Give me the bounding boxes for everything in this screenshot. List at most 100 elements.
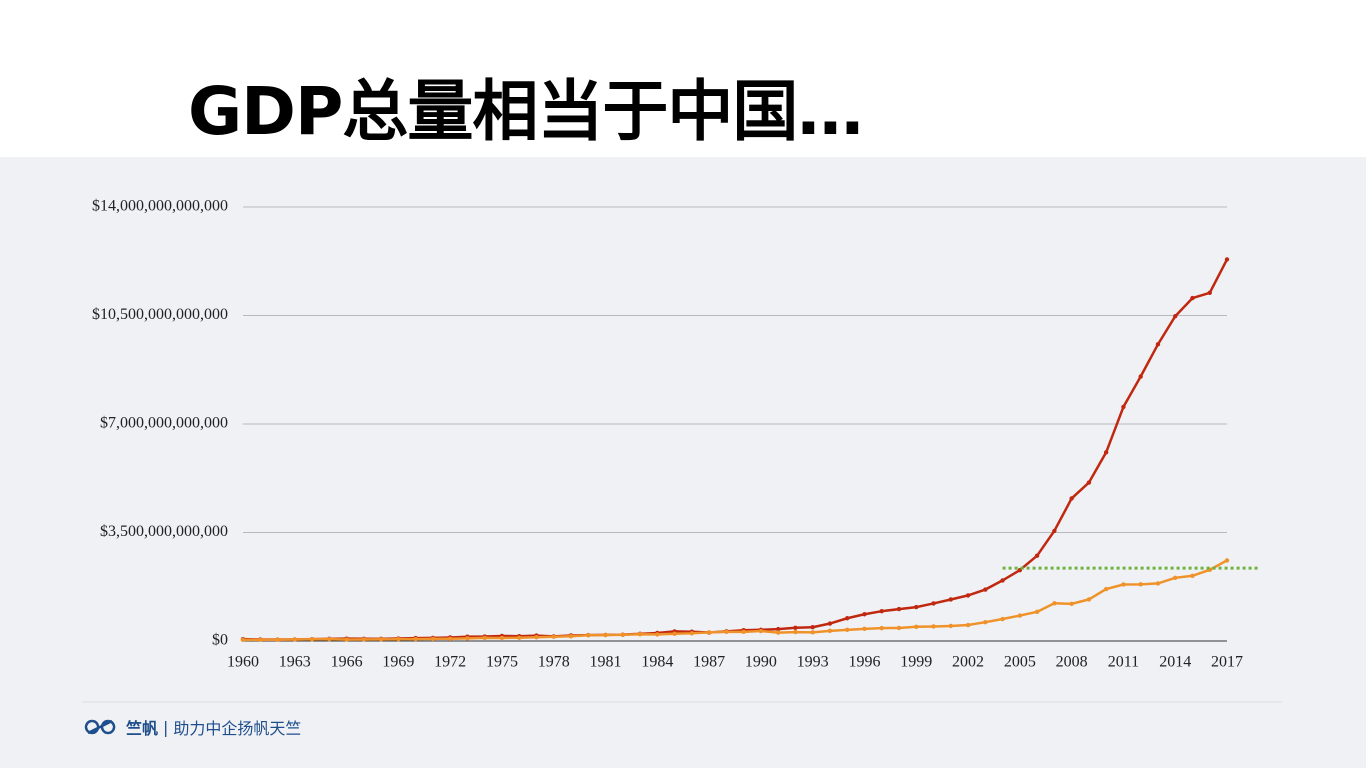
brand: 竺帆 <box>126 719 159 738</box>
data-point <box>499 635 505 641</box>
data-point <box>862 626 867 632</box>
data-point <box>413 636 418 642</box>
data-point <box>896 625 902 631</box>
data-point <box>879 625 884 631</box>
data-point <box>689 631 695 636</box>
series-line <box>242 559 1228 642</box>
x-tick-label: 2017 <box>1211 654 1243 671</box>
x-tick-label: 1966 <box>331 654 363 671</box>
data-point <box>793 629 798 635</box>
data-point <box>810 625 815 630</box>
data-point <box>1121 404 1126 410</box>
data-point <box>1086 597 1092 602</box>
data-point <box>344 637 349 642</box>
x-tick-label: 1972 <box>434 654 466 671</box>
x-tick-label: 2005 <box>1004 654 1036 671</box>
data-point <box>378 637 384 642</box>
data-point <box>793 625 798 630</box>
data-point <box>534 635 539 640</box>
data-point <box>327 636 332 642</box>
data-point <box>1069 496 1074 501</box>
data-point <box>827 628 833 634</box>
x-tick-label: 1963 <box>279 654 311 671</box>
data-point <box>1190 295 1195 301</box>
data-point <box>948 623 953 629</box>
slide-title: GDP总量相当于中国… <box>188 73 863 150</box>
data-point <box>292 637 297 642</box>
x-tick-label: 1969 <box>382 654 414 671</box>
y-tick-label: $7,000,000,000,000 <box>100 415 228 432</box>
y-tick-label: $3,500,000,000,000 <box>100 523 228 540</box>
data-point <box>758 628 764 634</box>
data-point <box>465 636 470 641</box>
data-point <box>1207 290 1212 295</box>
data-point <box>931 601 936 606</box>
data-point <box>1155 342 1161 347</box>
data-point <box>965 622 971 628</box>
data-point <box>1103 586 1109 592</box>
data-point <box>482 635 487 641</box>
data-point <box>896 606 902 612</box>
x-tick-label: 2008 <box>1056 654 1088 671</box>
y-tick-label: $14,000,000,000,000 <box>92 198 228 215</box>
data-point <box>965 593 971 598</box>
data-point <box>620 632 625 637</box>
data-point <box>775 626 781 632</box>
y-tick-label: $0 <box>212 632 228 649</box>
data-point <box>827 621 833 626</box>
data-point <box>1034 553 1040 558</box>
data-point <box>845 627 850 633</box>
data-point <box>810 630 815 635</box>
footer: 竺帆 | 助力中企扬帆天竺 <box>82 714 301 740</box>
data-point <box>586 633 591 638</box>
x-tick-label: 1993 <box>797 654 829 671</box>
data-point <box>1052 528 1057 534</box>
data-point <box>741 629 746 635</box>
y-tick-label: $10,500,000,000,000 <box>92 306 228 323</box>
data-point <box>603 632 608 638</box>
data-point <box>240 637 246 643</box>
data-point <box>1034 609 1040 615</box>
data-point <box>447 636 453 641</box>
data-point <box>309 637 315 642</box>
data-point <box>1138 582 1143 587</box>
separator: | <box>163 717 169 737</box>
data-point <box>724 629 729 635</box>
data-point <box>1000 616 1005 622</box>
logo <box>84 719 116 735</box>
slogan: 助力中企扬帆天竺 <box>173 719 302 738</box>
x-tick-label: 1996 <box>848 654 880 671</box>
x-tick-label: 1975 <box>486 654 518 671</box>
data-point <box>1052 601 1057 606</box>
data-point <box>275 637 280 642</box>
x-tick-label: 1981 <box>590 654 622 671</box>
content-panel <box>0 157 1366 768</box>
data-point <box>568 634 574 639</box>
data-point <box>1138 374 1143 379</box>
data-point <box>258 637 263 642</box>
data-point <box>1000 578 1005 583</box>
data-point <box>1103 450 1109 455</box>
data-point <box>1121 582 1126 587</box>
data-point <box>1086 480 1092 485</box>
x-tick-label: 1960 <box>227 654 259 671</box>
data-point <box>914 624 919 630</box>
data-point <box>845 616 850 621</box>
data-point <box>983 587 988 592</box>
data-point <box>775 630 781 635</box>
x-tick-label: 1987 <box>693 654 725 671</box>
data-point <box>1224 257 1230 262</box>
x-tick-label: 2011 <box>1108 654 1139 671</box>
data-point <box>1173 314 1178 319</box>
series-line <box>242 258 1229 641</box>
data-point <box>879 608 884 614</box>
data-point <box>1173 575 1178 580</box>
data-point <box>706 630 712 635</box>
x-tick-label: 1984 <box>641 654 673 671</box>
data-point <box>672 631 677 637</box>
data-point <box>1069 601 1074 607</box>
x-tick-label: 1990 <box>745 654 777 671</box>
data-point <box>931 624 936 629</box>
